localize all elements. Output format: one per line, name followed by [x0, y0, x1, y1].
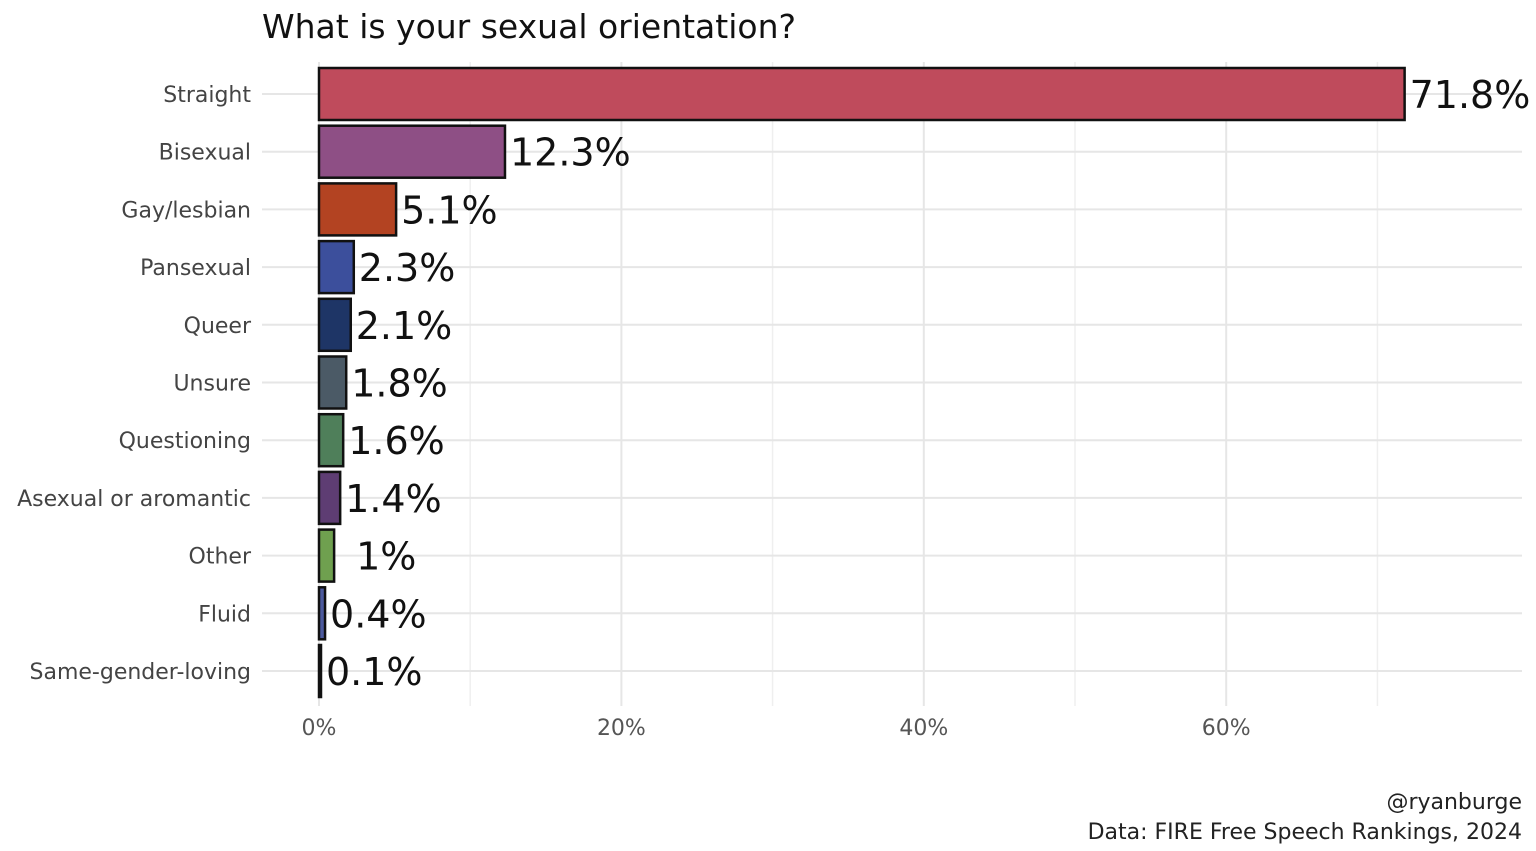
category-label: Fluid — [198, 602, 251, 627]
x-tick-label: 20% — [597, 716, 646, 741]
category-label: Straight — [163, 83, 251, 108]
value-label: 0.4% — [330, 592, 427, 636]
labels: Straight 71.8% Bisexual 12.3% Gay/lesbian 5.1… — [17, 73, 1530, 741]
grid-lines — [262, 62, 1522, 706]
bar-gay-lesbian — [317, 182, 398, 237]
bar-bisexual — [317, 124, 507, 179]
caption-handle: @ryanburge — [1386, 790, 1522, 815]
value-label: 0.1% — [326, 650, 423, 694]
category-label: Queer — [184, 314, 252, 339]
value-label: 1.4% — [345, 477, 442, 521]
x-tick-label: 0% — [302, 716, 337, 741]
bar-straight — [317, 66, 1406, 122]
value-label: 2.3% — [359, 246, 456, 290]
x-tick-label: 60% — [1202, 716, 1251, 741]
bar-asexual-or-aromantic — [317, 470, 342, 526]
category-label: Questioning — [119, 429, 251, 454]
caption-source: Data: FIRE Free Speech Rankings, 2024 — [1088, 820, 1522, 845]
bars — [317, 66, 1406, 699]
category-label: Unsure — [173, 372, 251, 397]
x-tick-label: 40% — [899, 716, 948, 741]
bar-unsure — [317, 355, 348, 410]
category-label: Pansexual — [140, 256, 251, 281]
chart-title: What is your sexual orientation? — [262, 7, 796, 46]
bar-fluid — [317, 586, 327, 641]
bar-pansexual — [317, 239, 356, 295]
category-label: Gay/lesbian — [121, 198, 251, 223]
bar-questioning — [317, 412, 345, 468]
category-label: Other — [189, 545, 252, 570]
category-label: Bisexual — [159, 141, 251, 166]
value-label: 1.6% — [348, 419, 445, 463]
value-label: 5.1% — [401, 188, 498, 232]
category-label: Same-gender-loving — [30, 660, 251, 685]
value-label: 2.1% — [356, 304, 453, 348]
value-label: 1.8% — [351, 362, 448, 406]
value-label: 12.3% — [510, 131, 631, 175]
bar-other — [317, 528, 336, 583]
category-label: Asexual or aromantic — [17, 487, 251, 512]
value-label: 1% — [356, 535, 416, 579]
bar-same-gender-loving — [317, 643, 323, 699]
bar-queer — [317, 297, 353, 353]
value-label: 71.8% — [1410, 73, 1531, 117]
